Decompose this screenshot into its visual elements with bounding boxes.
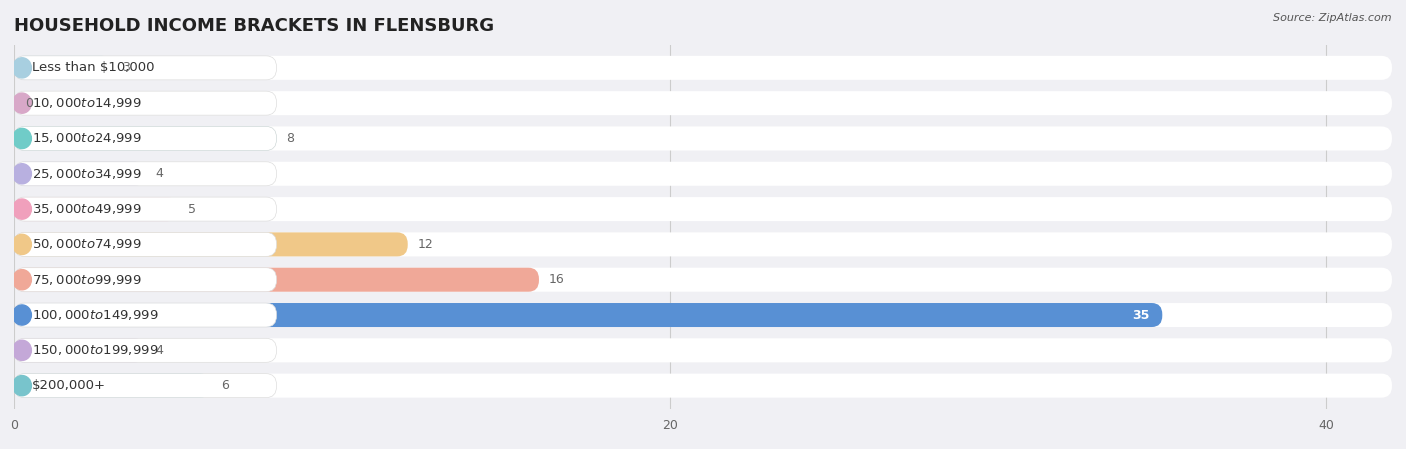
Text: 3: 3 bbox=[122, 62, 131, 75]
Text: 5: 5 bbox=[188, 202, 195, 216]
FancyBboxPatch shape bbox=[14, 303, 277, 327]
FancyBboxPatch shape bbox=[14, 162, 1392, 186]
FancyBboxPatch shape bbox=[14, 127, 277, 150]
Text: Source: ZipAtlas.com: Source: ZipAtlas.com bbox=[1274, 13, 1392, 23]
FancyBboxPatch shape bbox=[14, 91, 277, 115]
FancyBboxPatch shape bbox=[14, 127, 1392, 150]
FancyBboxPatch shape bbox=[14, 233, 1392, 256]
FancyBboxPatch shape bbox=[14, 374, 277, 398]
FancyBboxPatch shape bbox=[14, 56, 1392, 80]
FancyBboxPatch shape bbox=[14, 303, 1392, 327]
FancyBboxPatch shape bbox=[14, 91, 1392, 115]
Text: Less than $10,000: Less than $10,000 bbox=[32, 62, 155, 75]
Text: $75,000 to $99,999: $75,000 to $99,999 bbox=[32, 273, 142, 287]
Text: 6: 6 bbox=[221, 379, 229, 392]
FancyBboxPatch shape bbox=[14, 339, 277, 362]
FancyBboxPatch shape bbox=[14, 233, 277, 256]
Circle shape bbox=[13, 164, 31, 184]
FancyBboxPatch shape bbox=[14, 127, 277, 150]
Text: 16: 16 bbox=[548, 273, 565, 286]
Text: $150,000 to $199,999: $150,000 to $199,999 bbox=[32, 343, 159, 357]
FancyBboxPatch shape bbox=[14, 268, 538, 292]
Circle shape bbox=[13, 375, 31, 396]
Circle shape bbox=[13, 234, 31, 255]
FancyBboxPatch shape bbox=[14, 56, 112, 80]
Circle shape bbox=[13, 58, 31, 78]
Text: 12: 12 bbox=[418, 238, 433, 251]
Text: 4: 4 bbox=[155, 167, 163, 180]
Text: $200,000+: $200,000+ bbox=[32, 379, 105, 392]
Text: $100,000 to $149,999: $100,000 to $149,999 bbox=[32, 308, 159, 322]
FancyBboxPatch shape bbox=[14, 197, 179, 221]
Circle shape bbox=[13, 128, 31, 149]
FancyBboxPatch shape bbox=[14, 339, 1392, 362]
FancyBboxPatch shape bbox=[14, 197, 277, 221]
Text: $15,000 to $24,999: $15,000 to $24,999 bbox=[32, 132, 142, 145]
Text: $10,000 to $14,999: $10,000 to $14,999 bbox=[32, 96, 142, 110]
Text: 35: 35 bbox=[1132, 308, 1149, 321]
FancyBboxPatch shape bbox=[14, 56, 277, 80]
Circle shape bbox=[13, 340, 31, 361]
Circle shape bbox=[13, 305, 31, 325]
Circle shape bbox=[13, 270, 31, 290]
Text: 4: 4 bbox=[155, 344, 163, 357]
FancyBboxPatch shape bbox=[14, 303, 1163, 327]
FancyBboxPatch shape bbox=[14, 268, 1392, 292]
FancyBboxPatch shape bbox=[14, 339, 145, 362]
FancyBboxPatch shape bbox=[14, 374, 1392, 398]
FancyBboxPatch shape bbox=[14, 162, 145, 186]
Text: 8: 8 bbox=[287, 132, 294, 145]
Circle shape bbox=[13, 93, 31, 113]
Text: $50,000 to $74,999: $50,000 to $74,999 bbox=[32, 238, 142, 251]
FancyBboxPatch shape bbox=[14, 162, 277, 186]
Text: HOUSEHOLD INCOME BRACKETS IN FLENSBURG: HOUSEHOLD INCOME BRACKETS IN FLENSBURG bbox=[14, 17, 494, 35]
FancyBboxPatch shape bbox=[14, 268, 277, 292]
Text: $35,000 to $49,999: $35,000 to $49,999 bbox=[32, 202, 142, 216]
Text: $25,000 to $34,999: $25,000 to $34,999 bbox=[32, 167, 142, 181]
FancyBboxPatch shape bbox=[14, 197, 1392, 221]
Text: 0: 0 bbox=[25, 97, 34, 110]
Circle shape bbox=[13, 199, 31, 219]
FancyBboxPatch shape bbox=[14, 374, 211, 398]
FancyBboxPatch shape bbox=[14, 233, 408, 256]
